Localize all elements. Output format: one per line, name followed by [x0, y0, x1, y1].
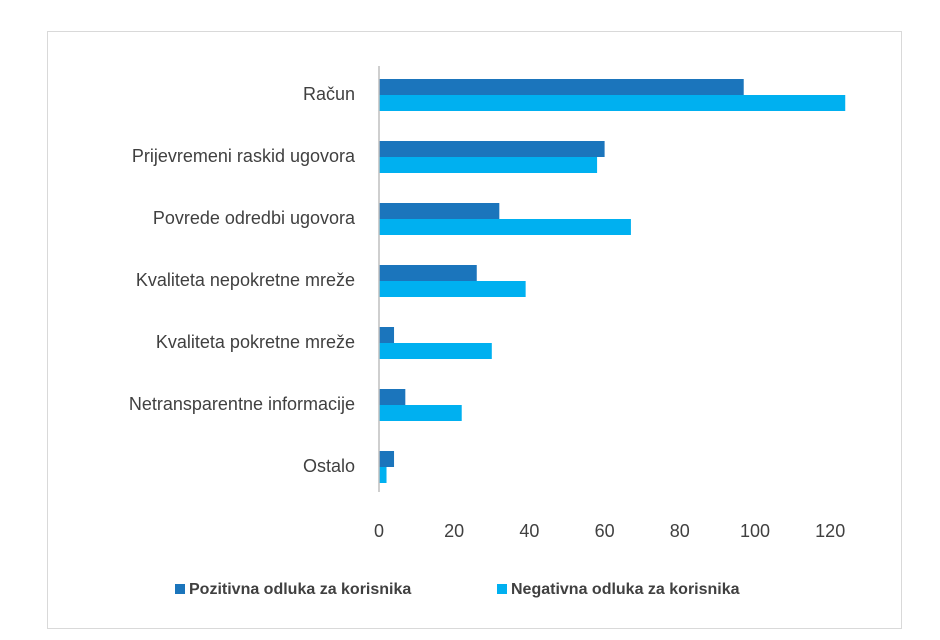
- x-tick-label: 0: [374, 521, 384, 541]
- chart-frame: [47, 31, 902, 629]
- bar-positive-4: [379, 327, 395, 343]
- category-label: Prijevremeni raskid ugovora: [132, 146, 356, 166]
- legend-swatch-positive: [175, 584, 185, 594]
- legend-label-positive: Pozitivna odluka za korisnika: [189, 581, 411, 598]
- x-tick-label: 100: [740, 521, 770, 541]
- x-tick-label: 20: [444, 521, 464, 541]
- bar-negative-3: [379, 281, 526, 297]
- x-tick-label: 40: [519, 521, 539, 541]
- category-label: Ostalo: [303, 456, 355, 476]
- bar-negative-5: [379, 405, 462, 421]
- bar-negative-2: [379, 219, 631, 235]
- x-tick-label: 120: [815, 521, 845, 541]
- x-tick-label: 60: [595, 521, 615, 541]
- bars-group: [379, 79, 846, 483]
- bar-positive-0: [379, 79, 744, 95]
- bar-positive-3: [379, 265, 477, 281]
- category-label: Netransparentne informacije: [129, 394, 355, 414]
- bar-negative-1: [379, 157, 598, 173]
- bar-negative-6: [379, 467, 387, 483]
- bar-positive-2: [379, 203, 500, 219]
- category-label: Kvaliteta pokretne mreže: [156, 332, 355, 352]
- legend: Pozitivna odluka za korisnika Negativna o…: [175, 581, 740, 598]
- bar-positive-5: [379, 389, 406, 405]
- category-labels: Račun Prijevremeni raskid ugovora Povrede …: [129, 84, 356, 476]
- x-tick-label: 80: [670, 521, 690, 541]
- legend-label-negative: Negativna odluka za korisnika: [511, 581, 740, 598]
- category-label: Račun: [303, 84, 355, 104]
- bar-negative-0: [379, 95, 846, 111]
- legend-swatch-negative: [497, 584, 507, 594]
- category-label: Kvaliteta nepokretne mreže: [136, 270, 355, 290]
- bar-positive-1: [379, 141, 605, 157]
- bar-negative-4: [379, 343, 492, 359]
- x-tick-labels: 0 20 40 60 80 100 120: [374, 521, 845, 541]
- category-label: Povrede odredbi ugovora: [153, 208, 356, 228]
- bar-positive-6: [379, 451, 395, 467]
